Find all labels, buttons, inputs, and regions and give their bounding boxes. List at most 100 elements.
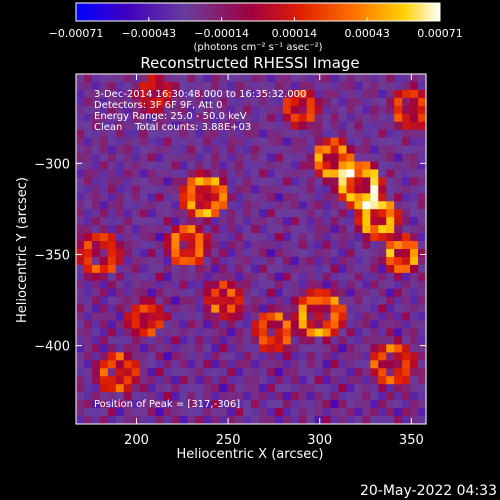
heatmap-cell — [203, 137, 212, 147]
heatmap-cell — [282, 129, 292, 139]
heatmap-cell — [91, 137, 101, 147]
heatmap-cell — [330, 264, 340, 274]
heatmap-cell — [83, 185, 93, 194]
heatmap-cell — [163, 264, 173, 274]
heatmap-cell — [211, 280, 220, 290]
heatmap-cell — [274, 89, 284, 99]
heatmap-cell — [338, 392, 348, 401]
heatmap-cell — [346, 344, 356, 354]
heatmap-cell — [155, 280, 165, 290]
heatmap-cell — [354, 400, 363, 409]
heatmap-cell — [179, 113, 188, 123]
heatmap-cell — [76, 145, 85, 155]
heatmap-cell — [235, 352, 244, 361]
heatmap-cell — [171, 408, 181, 417]
heatmap-cell — [282, 280, 292, 290]
heatmap-cell — [83, 360, 93, 369]
heatmap-cell — [227, 153, 236, 163]
heatmap-cell — [211, 368, 220, 377]
heatmap-cell — [346, 376, 356, 385]
heatmap-cell — [394, 368, 403, 377]
heatmap-cell — [131, 74, 141, 83]
heatmap-cell — [330, 320, 340, 330]
heatmap-cell — [219, 185, 228, 194]
heatmap-cell — [298, 217, 308, 226]
heatmap-cell — [219, 193, 228, 202]
heatmap-cell — [314, 74, 324, 83]
heatmap-cell — [76, 376, 85, 385]
heatmap-cell — [362, 408, 371, 417]
heatmap-cell — [83, 129, 93, 139]
heatmap-cell — [314, 97, 324, 107]
heatmap-cell — [418, 113, 427, 123]
heatmap-cell — [219, 256, 228, 266]
heatmap-cell — [107, 129, 117, 139]
heatmap-cell — [410, 384, 419, 393]
heatmap-cell — [76, 336, 85, 346]
heatmap-cell — [346, 153, 356, 163]
heatmap-cell — [394, 241, 403, 250]
heatmap-cell — [362, 169, 371, 179]
heatmap-cell — [243, 193, 252, 202]
heatmap-cell — [163, 344, 173, 354]
heatmap-cell — [219, 264, 228, 274]
heatmap-cell — [163, 336, 173, 346]
heatmap-cell — [251, 368, 260, 377]
heatmap-cell — [362, 185, 371, 194]
heatmap-cell — [115, 368, 125, 377]
heatmap-cell — [99, 408, 109, 417]
heatmap-cell — [147, 145, 157, 155]
heatmap-cell — [123, 241, 133, 250]
heatmap-cell — [139, 137, 149, 147]
heatmap-cell — [107, 376, 117, 385]
heatmap-cell — [346, 113, 356, 123]
heatmap-cell — [107, 280, 117, 290]
heatmap-cell — [171, 296, 181, 306]
heatmap-cell — [163, 129, 173, 139]
heatmap-cell — [418, 400, 427, 409]
heatmap-cell — [83, 137, 93, 147]
heatmap-cell — [99, 360, 109, 369]
heatmap-cell — [171, 320, 181, 330]
heatmap-cell — [171, 113, 181, 123]
y-tick-label: −400 — [34, 340, 70, 355]
heatmap-cell — [83, 113, 93, 123]
heatmap-cell — [354, 161, 363, 171]
heatmap-cell — [139, 400, 149, 409]
heatmap-cell — [370, 81, 379, 91]
heatmap-cell — [266, 384, 276, 393]
heatmap-cell — [298, 113, 308, 123]
heatmap-cell — [123, 217, 133, 226]
heatmap-cell — [83, 376, 93, 385]
heatmap-cell — [99, 121, 109, 131]
heatmap-cell — [394, 336, 403, 346]
heatmap-cell — [274, 360, 284, 369]
heatmap-cell — [163, 320, 173, 330]
heatmap-cell — [346, 416, 356, 425]
heatmap-cell — [107, 328, 117, 338]
heatmap-cell — [195, 352, 204, 361]
heatmap-cell — [314, 272, 324, 282]
heatmap-cell — [298, 360, 308, 369]
heatmap-cell — [76, 169, 85, 179]
heatmap-cell — [394, 145, 403, 155]
heatmap-cell — [314, 408, 324, 417]
heatmap-cell — [282, 320, 292, 330]
heatmap-cell — [227, 400, 236, 409]
heatmap-cell — [76, 161, 85, 171]
heatmap-cell — [195, 241, 204, 250]
heatmap-cell — [235, 129, 244, 139]
heatmap-cell — [266, 89, 276, 99]
heatmap-cell — [227, 392, 236, 401]
heatmap-cell — [314, 296, 324, 306]
heatmap-cell — [219, 225, 228, 234]
heatmap-cell — [203, 97, 212, 107]
heatmap-cell — [171, 89, 181, 99]
heatmap-cell — [290, 288, 300, 298]
heatmap-cell — [91, 320, 101, 330]
heatmap-cell — [243, 153, 252, 163]
heatmap-cell — [179, 368, 188, 377]
heatmap-cell — [322, 280, 332, 290]
heatmap-cell — [322, 201, 332, 210]
heatmap-cell — [274, 105, 284, 115]
